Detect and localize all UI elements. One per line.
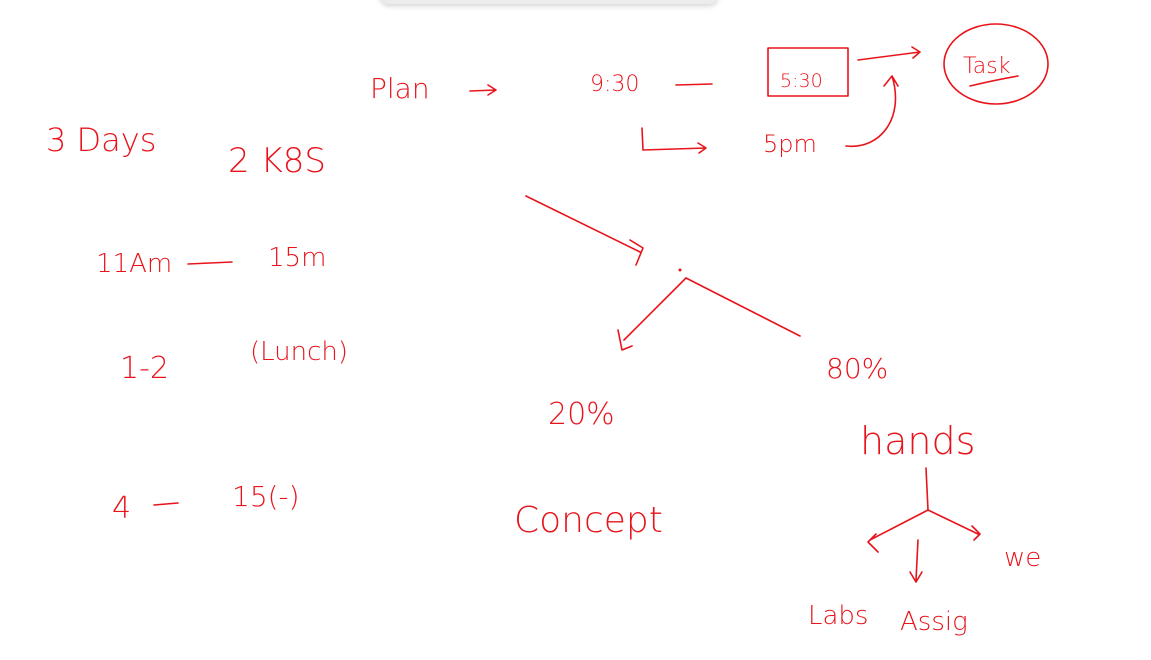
plan-arrow	[469, 84, 497, 96]
assignments-label: Assig	[900, 607, 968, 637]
concept-label: Concept	[514, 500, 663, 541]
task-underline	[969, 75, 1019, 87]
concept-percent-label: 20%	[548, 397, 615, 432]
hands-percent-label: 80%	[826, 352, 888, 385]
time-to-5pm-arrow	[641, 127, 707, 154]
split-right-branch	[685, 277, 801, 337]
we-label: we	[1004, 543, 1041, 573]
task-label: Task	[963, 54, 1011, 79]
time-start-label: 9:30	[590, 72, 639, 97]
morning-dash	[187, 261, 233, 265]
labs-label: Labs	[808, 601, 868, 631]
afternoon-break-label: 15(-)	[232, 480, 300, 513]
box-to-task-arrow	[857, 46, 921, 61]
days-label: 3 Days	[46, 121, 156, 159]
plan-label: Plan	[370, 72, 430, 105]
hands-branch-we	[927, 509, 981, 541]
lunch-time-label: 1-2	[120, 351, 169, 386]
afternoon-dash	[153, 502, 179, 506]
morning-session-label: 11Am	[96, 249, 172, 279]
diagonal-arrow	[525, 195, 644, 266]
time-5pm-label: 5pm	[763, 130, 817, 158]
time-end-boxed-label: 5:30	[780, 70, 823, 92]
5pm-curve-arrow	[845, 75, 899, 148]
split-left-branch	[617, 277, 687, 351]
split-dot	[678, 268, 682, 272]
hands-label: hands	[860, 419, 975, 463]
time-end-box	[767, 47, 849, 97]
hands-branch-assignments	[909, 539, 923, 583]
afternoon-session-label: 4	[112, 491, 131, 526]
time-dash	[675, 83, 713, 86]
lunch-label: (Lunch)	[250, 337, 348, 367]
hands-branch-labs	[867, 509, 929, 553]
k8s-label: 2 K8S	[228, 141, 326, 181]
hands-stem	[925, 467, 929, 511]
canvas-top-toolbar	[380, 0, 718, 4]
morning-break-label: 15m	[268, 243, 326, 273]
task-circle	[943, 23, 1049, 105]
